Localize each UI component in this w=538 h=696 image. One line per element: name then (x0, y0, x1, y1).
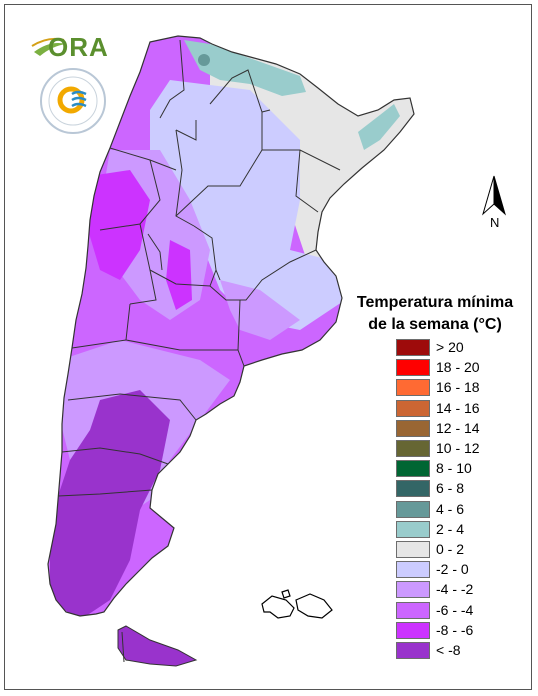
legend-swatch (396, 440, 430, 457)
legend-label: 8 - 10 (436, 460, 472, 477)
legend-swatch (396, 359, 430, 377)
legend-swatch (396, 581, 430, 599)
legend-item: 8 - 10 (396, 459, 536, 478)
legend-swatch (396, 480, 430, 498)
ora-logo-text: ORA (48, 32, 109, 62)
legend-item: > 20 (396, 338, 536, 357)
legend-item: 6 - 8 (396, 479, 536, 498)
ora-logo: ORA (30, 30, 110, 62)
legend-swatch (396, 339, 430, 356)
north-arrow (479, 174, 509, 232)
legend-title-line2: de la semana (°C) (368, 316, 502, 333)
legend-item: -8 - -6 (396, 621, 536, 640)
legend-label: 10 - 12 (436, 440, 480, 456)
north-label: N (490, 215, 500, 230)
legend-item: 16 - 18 (396, 378, 536, 397)
legend-swatch (396, 399, 430, 417)
legend-label: 12 - 14 (436, 419, 480, 436)
legend-swatch (396, 561, 430, 579)
legend-label: -8 - -6 (436, 621, 474, 638)
legend-title-line1: Temperatura mínima (356, 294, 514, 311)
legend-item: -6 - -4 (396, 601, 536, 620)
legend-item: 0 - 2 (396, 540, 536, 559)
legend-swatch (396, 500, 430, 518)
legend-label: 2 - 4 (436, 520, 465, 537)
legend-item: -4 - -2 (396, 580, 536, 599)
tierra-del-fuego (117, 625, 198, 667)
legend-item: 14 - 16 (396, 399, 536, 418)
legend-item: 10 - 12 (396, 439, 536, 458)
legend-label: 4 - 6 (436, 500, 465, 517)
legend-swatch (396, 541, 430, 558)
legend-item: 2 - 4 (396, 520, 536, 539)
legend-label: -4 - -2 (436, 581, 474, 598)
legend-label: 6 - 8 (436, 480, 465, 497)
legend-label: > 20 (436, 339, 464, 355)
legend-swatch (396, 460, 430, 478)
islas-malvinas (261, 589, 333, 619)
map-frame (4, 4, 532, 690)
legend-swatch (396, 601, 430, 619)
legend-item: 4 - 6 (396, 500, 536, 519)
legend-label: -2 - 0 (436, 561, 469, 578)
legend-label: 0 - 2 (436, 541, 465, 557)
legend-label: 14 - 16 (436, 399, 480, 416)
legend-label: -6 - -4 (436, 601, 474, 618)
legend-swatch (396, 379, 430, 397)
north-arrow-icon (482, 175, 506, 216)
legend-item: -2 - 0 (396, 560, 536, 579)
legend-swatch (396, 520, 430, 538)
legend-item: 18 - 20 (396, 358, 536, 377)
legend-swatch (396, 419, 430, 437)
smn-seal-icon (48, 76, 98, 126)
legend-swatch (396, 621, 430, 639)
ora-logo-mark (31, 37, 66, 56)
legend-title: Temperatura mínima de la semana (°C) (340, 292, 530, 336)
legend-label: 16 - 18 (436, 379, 480, 396)
legend-swatch (396, 642, 430, 659)
legend-item: 12 - 14 (396, 419, 536, 438)
legend-label: < -8 (436, 642, 461, 658)
legend-item: < -8 (396, 641, 536, 660)
province-borders (47, 35, 415, 617)
legend-label: 18 - 20 (436, 359, 480, 376)
smn-seal (40, 68, 106, 134)
